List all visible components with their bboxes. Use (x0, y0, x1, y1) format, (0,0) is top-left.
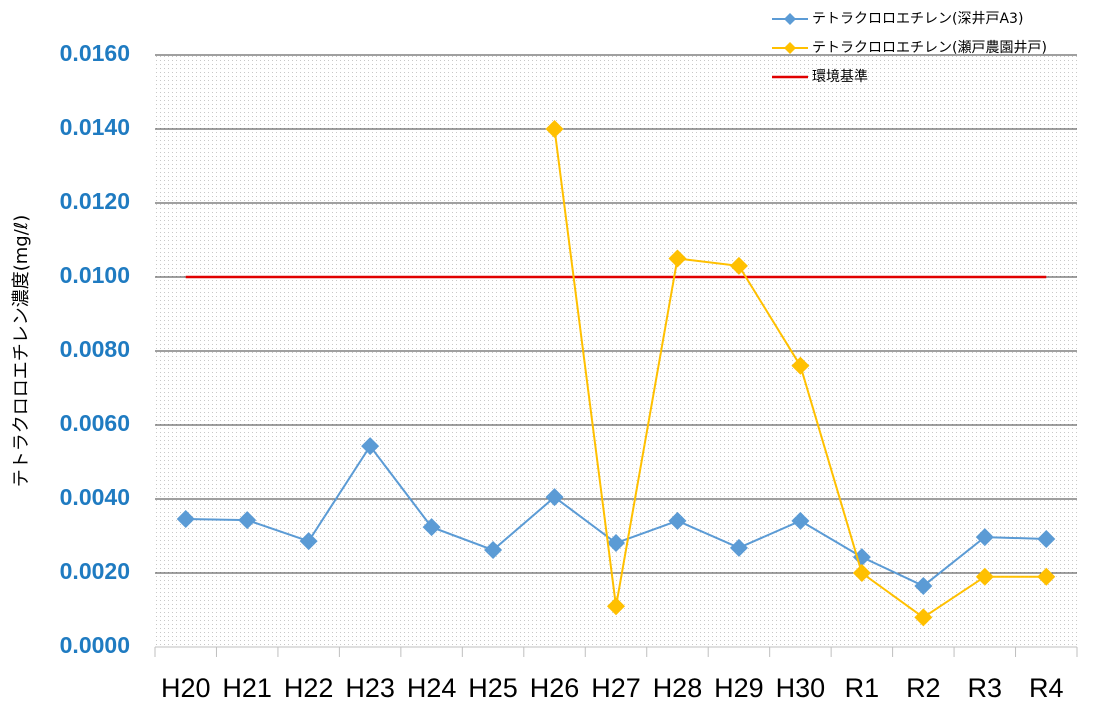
data-point (607, 534, 625, 553)
data-point (361, 437, 380, 456)
x-tick-label: H22 (284, 673, 334, 703)
y-tick-label: 0.0020 (60, 558, 130, 584)
legend-label: テトラクロロエチレン(瀬戸農園井戸) (812, 40, 1047, 56)
data-point (607, 597, 625, 616)
y-tick-label: 0.0000 (60, 632, 130, 658)
y-tick-label: 0.0040 (60, 484, 130, 510)
x-tick-label: H24 (407, 673, 457, 703)
x-tick-label: H20 (161, 673, 211, 703)
data-point (729, 538, 748, 557)
x-tick-label: H21 (222, 673, 272, 703)
data-point (1037, 567, 1056, 586)
data-point (668, 249, 687, 268)
data-point (975, 567, 994, 586)
legend-marker (784, 13, 796, 25)
x-tick-label: R2 (906, 673, 941, 703)
data-point (176, 509, 195, 528)
data-point (975, 528, 994, 547)
x-tick-label: H29 (714, 673, 764, 703)
x-tick-label: H27 (591, 673, 641, 703)
data-point (791, 511, 810, 530)
data-point (852, 564, 871, 582)
y-tick-label: 0.0140 (60, 114, 130, 140)
data-point (484, 541, 503, 560)
x-tick-label: H28 (653, 673, 703, 703)
data-point (668, 511, 687, 530)
x-tick-label: H25 (468, 673, 518, 703)
x-tick-label: H23 (345, 673, 395, 703)
data-point (914, 576, 933, 595)
data-point (422, 518, 441, 537)
y-axis-label: テトラクロロエチレン濃度(mg/ℓ) (11, 215, 32, 488)
data-point (299, 532, 318, 551)
data-point (1037, 529, 1056, 548)
data-point (729, 256, 748, 275)
y-tick-label: 0.0080 (60, 336, 130, 362)
x-tick-label: R3 (968, 673, 1003, 703)
data-point (238, 511, 257, 530)
data-point (545, 120, 564, 138)
y-tick-label: 0.0060 (60, 410, 130, 436)
y-tick-label: 0.0120 (60, 188, 130, 214)
data-point (852, 548, 871, 567)
legend-label: 環境基準 (812, 68, 868, 85)
data-point (914, 608, 933, 627)
y-tick-label: 0.0160 (60, 40, 130, 66)
x-tick-label: H30 (776, 673, 826, 703)
legend-marker (784, 42, 796, 54)
data-point (791, 356, 810, 375)
x-tick-label: R1 (845, 673, 880, 703)
data-point (545, 488, 564, 507)
x-tick-label: H26 (530, 673, 580, 703)
y-tick-label: 0.0100 (60, 262, 130, 288)
x-tick-label: R4 (1029, 673, 1064, 703)
legend-label: テトラクロロエチレン(深井戸A3) (812, 11, 1023, 27)
